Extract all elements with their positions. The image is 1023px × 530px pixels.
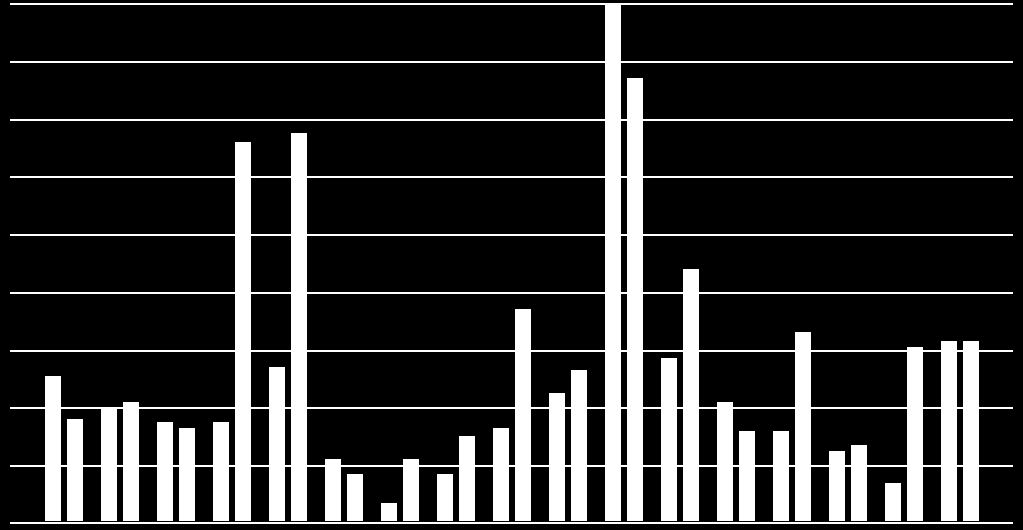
gridline (10, 465, 1013, 467)
bar (962, 340, 980, 522)
bar (268, 366, 286, 522)
bar (906, 346, 924, 522)
bar (794, 331, 812, 522)
bar (66, 418, 84, 522)
bar (716, 401, 734, 522)
bar (346, 473, 364, 522)
bar (940, 340, 958, 522)
bar (212, 421, 230, 522)
bar (458, 435, 476, 522)
bars-layer (10, 4, 1013, 522)
bar (290, 132, 308, 522)
bar (122, 401, 140, 522)
bar (324, 458, 342, 522)
bar (492, 427, 510, 522)
bar (178, 427, 196, 522)
gridline (10, 3, 1013, 5)
bar-chart (0, 0, 1023, 530)
bar (626, 77, 644, 522)
bar (660, 357, 678, 522)
bar (682, 268, 700, 522)
bar (548, 392, 566, 522)
bar (436, 473, 454, 522)
bar (100, 406, 118, 522)
gridline (10, 119, 1013, 121)
bar (738, 430, 756, 522)
bar (604, 2, 622, 522)
bar (156, 421, 174, 522)
bar (828, 450, 846, 522)
gridline (10, 292, 1013, 294)
plot-area (10, 4, 1013, 524)
bar (884, 482, 902, 522)
bar (44, 375, 62, 522)
gridline (10, 234, 1013, 236)
bar (380, 502, 398, 522)
gridline (10, 61, 1013, 63)
gridline (10, 350, 1013, 352)
bar (570, 369, 588, 522)
bar (772, 430, 790, 522)
bar (514, 308, 532, 522)
bar (850, 444, 868, 522)
gridline (10, 176, 1013, 178)
bar (402, 458, 420, 522)
x-axis-baseline (10, 522, 1013, 524)
gridline (10, 407, 1013, 409)
